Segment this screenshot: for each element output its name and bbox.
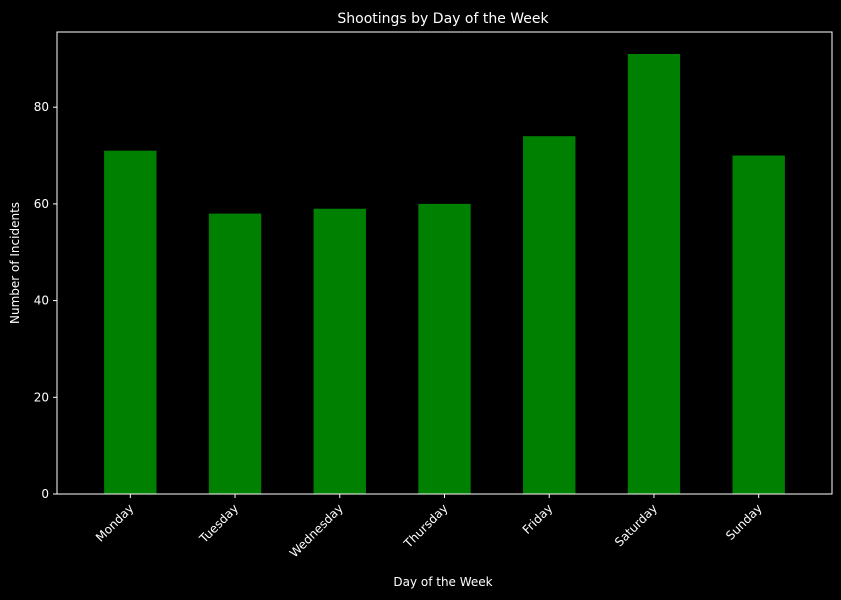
y-tick-label: 0 [41, 487, 49, 501]
x-axis: Monday Tuesday Wednesday Thursday Friday Satu… [93, 494, 765, 560]
y-axis-label: Number of Incidents [8, 202, 22, 324]
bar-saturday [627, 54, 681, 494]
bars-group [104, 54, 785, 495]
x-tick-label: Wednesday [287, 501, 346, 560]
bar-tuesday [208, 213, 262, 494]
y-tick-label: 60 [34, 197, 49, 211]
y-tick-label: 40 [34, 294, 49, 308]
y-tick-label: 20 [34, 390, 49, 404]
bar-sunday [732, 155, 785, 495]
x-tick-label: Friday [520, 501, 556, 537]
x-tick-label: Sunday [723, 501, 765, 543]
y-axis: 0 20 40 60 80 [34, 100, 57, 501]
x-tick-label: Monday [93, 501, 136, 544]
x-tick-label: Thursday [401, 501, 451, 551]
bar-thursday [418, 203, 471, 494]
x-tick-label: Tuesday [196, 501, 241, 546]
x-axis-label: Day of the Week [393, 575, 492, 589]
x-tick-label: Saturday [612, 501, 660, 549]
bar-wednesday [313, 208, 366, 495]
chart-title: Shootings by Day of the Week [337, 11, 549, 27]
bar-friday [523, 136, 576, 494]
y-tick-label: 80 [34, 100, 49, 114]
bar-monday [104, 150, 157, 494]
